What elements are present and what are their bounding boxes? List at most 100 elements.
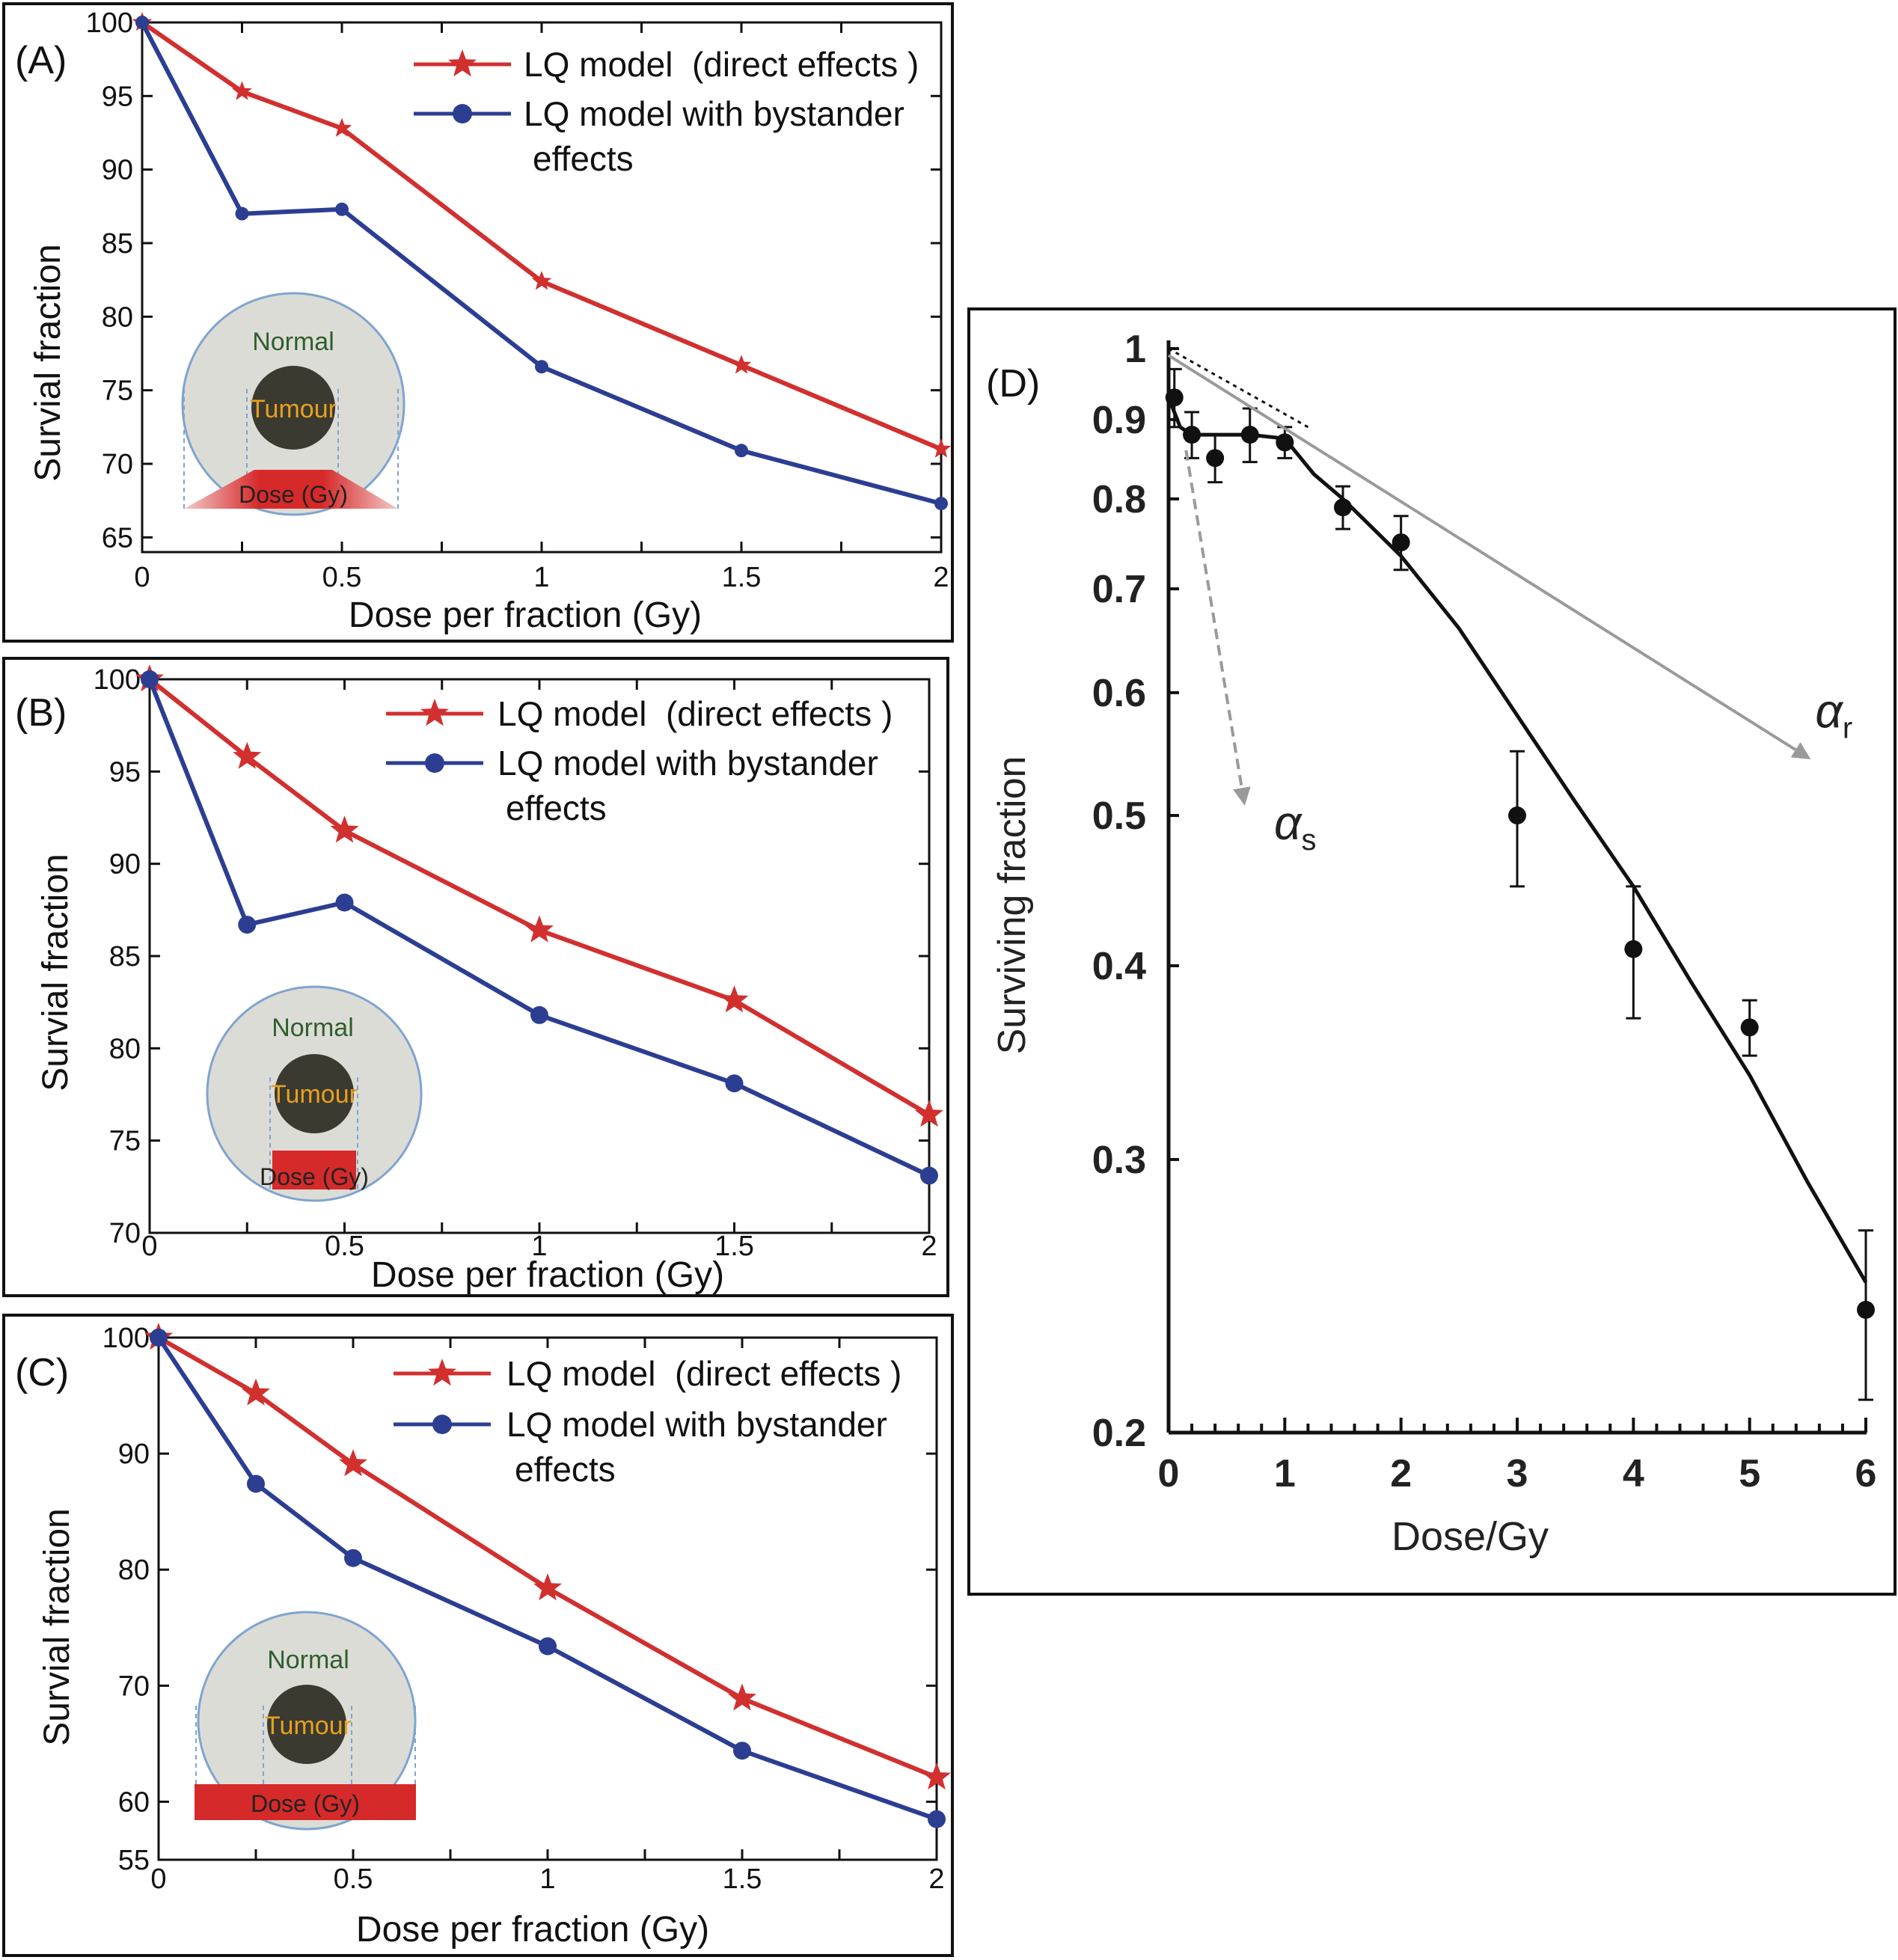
panel-a: (A) 65 70 75 80 85 90 95 100 0 0.5 1 1.5 2 Dose per … [2,2,954,643]
legend-circle-icon [425,753,444,773]
data-point-bystander [539,1637,557,1656]
data-point-bystander [335,202,349,216]
panel-d-ylabel: Surviving fraction [991,756,1034,1055]
legend-label-bystander-cont: effects [515,1450,616,1489]
y-tick-label: 80 [118,1555,150,1586]
legend-label-bystander: LQ model with bystander [506,1405,887,1444]
y-tick-label: 70 [109,1218,141,1249]
series-line-direct [148,677,931,1117]
y-tick-label: 75 [102,376,133,407]
legend-circle-icon [453,104,472,123]
data-point [1276,433,1294,452]
data-point-bystander [920,1166,938,1185]
panel-c: (C) 55 60 70 80 90 100 0 0.5 1 1.5 2 Dose per frac… [2,1314,954,1957]
series-line-direct [157,1335,938,1780]
y-tick-label: 75 [109,1126,141,1157]
legend-label-bystander: LQ model with bystander [524,94,904,133]
data-point-bystander [235,206,249,221]
legend-label-bystander-cont: effects [533,139,634,178]
data-point-direct [922,1762,951,1790]
data-point-direct [242,1378,270,1406]
x-tick-label: 1.5 [714,1231,754,1262]
data-point-bystander [150,1329,168,1347]
data-point-bystander [535,360,548,374]
y-tick-label: 65 [102,522,133,554]
tumour-circle [251,366,335,450]
y-tick-label: 0.2 [1092,1412,1146,1455]
data-point [1206,449,1225,468]
data-point-direct [339,1449,367,1477]
x-tick-label: 0 [1158,1452,1180,1495]
y-tick-label: 0.7 [1092,568,1146,611]
x-tick-label: 0.5 [322,562,362,593]
fit-curve [1166,396,1868,1284]
x-tick-label: 0.5 [334,1863,373,1895]
panel-a-label: (A) [15,39,67,82]
data-point-bystander [735,444,748,458]
dose-beam [272,1151,356,1189]
legend-circle-icon [432,1415,452,1434]
data-point-direct [931,438,952,458]
panel-a-ylabel: Survial fraction [28,244,68,481]
y-tick-label: 1 [1124,328,1146,371]
y-tick-label: 95 [109,756,141,788]
data-point-bystander [344,1549,362,1567]
data-point-bystander [733,1742,751,1760]
x-tick-label: 1.5 [722,562,762,593]
series-line-bystander [140,21,942,506]
data-point [1334,498,1352,517]
x-tick-label: 1.5 [723,1863,762,1895]
y-tick-label: 60 [118,1786,150,1818]
data-point [1165,388,1184,407]
panel-a-border [2,2,954,643]
panel-b-label: (B) [15,691,67,735]
normal-label: Normal [272,1014,354,1042]
data-point-bystander [934,497,948,511]
data-point-bystander [725,1074,744,1093]
data-point [1740,1018,1759,1037]
alpha-r-label: αr [1815,684,1852,744]
x-tick-label: 0 [150,1863,166,1895]
data-point-direct [232,81,252,100]
series-line-bystander [156,1336,937,1822]
data-point-direct [533,1573,562,1601]
data-point-direct [525,915,554,943]
dose-label: Dose (Gy) [239,481,348,508]
x-tick-label: 6 [1855,1452,1877,1495]
y-tick-label: 90 [102,155,133,186]
data-point-bystander [247,1474,265,1493]
data-point-bystander [141,670,159,688]
panel-c-legend: LQ model (direct effects ) LQ model with… [394,1354,901,1489]
data-point-bystander [238,916,257,934]
panel-d-border [967,307,1897,1596]
dose-wedge [184,470,398,509]
normal-label: Normal [267,1646,349,1674]
tumour-circle [267,1685,346,1764]
legend-label-bystander-cont: effects [506,788,607,827]
y-tick-label: 85 [109,941,141,973]
x-tick-label: 2 [933,562,949,593]
panel-b-legend: LQ model (direct effects ) LQ model with… [386,694,893,827]
panel-c-label: (C) [15,1351,69,1394]
y-tick-label: 100 [86,7,133,39]
dose-beam [195,1784,416,1820]
panel-c-xlabel: Dose per fraction (Gy) [356,1910,709,1950]
alpha-s-arrow [1184,450,1251,806]
normal-label: Normal [252,328,334,356]
x-tick-label: 0.5 [325,1231,364,1262]
y-tick-label: 55 [118,1845,150,1876]
x-tick-label: 2 [928,1863,944,1895]
y-tick-label: 95 [102,81,133,112]
series-line-bystander [147,678,931,1178]
legend-star-icon [420,699,449,726]
x-tick-label: 2 [1390,1452,1412,1495]
panel-c-ylabel: Survial fraction [37,1508,77,1745]
y-tick-label: 100 [102,1323,150,1354]
data-point-direct [330,815,359,843]
panel-d-label: (D) [986,362,1040,405]
panel-b-xlabel: Dose per fraction (Gy) [371,1255,724,1295]
data-point-direct [731,355,752,374]
alpha-s-label: αs [1274,796,1317,857]
legend-label-direct: LQ model (direct effects ) [524,45,919,84]
